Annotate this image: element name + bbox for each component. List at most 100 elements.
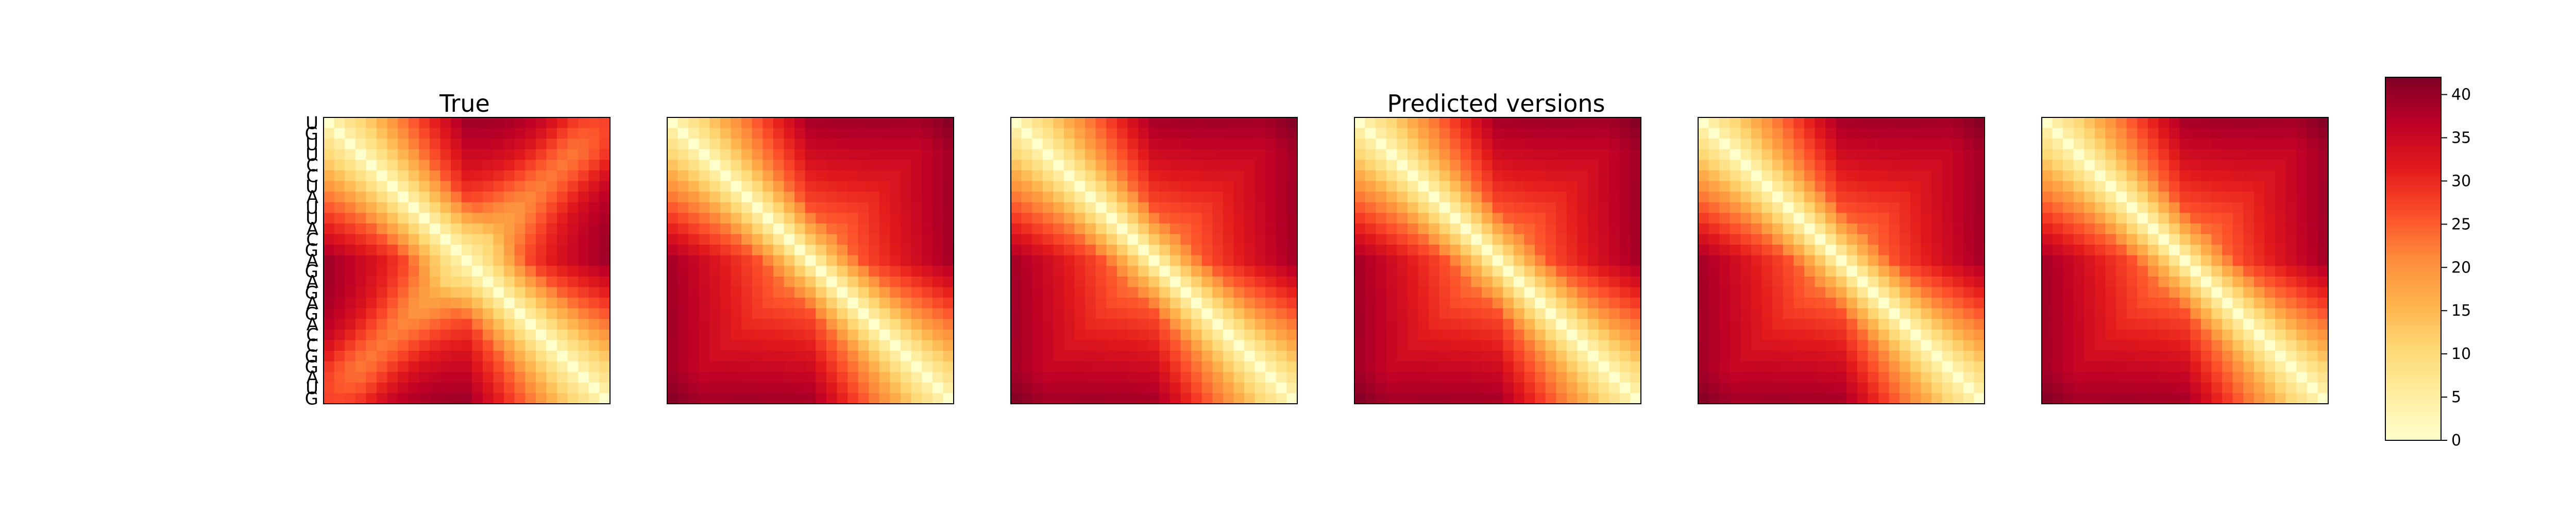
heatmap-cell <box>1085 255 1096 266</box>
heatmap-cell <box>922 298 933 309</box>
heatmap-cell <box>451 245 462 256</box>
colorbar-segment <box>2385 100 2441 104</box>
heatmap-cell <box>1450 361 1461 372</box>
heatmap-cell <box>1846 117 1858 129</box>
heatmap-cell <box>1148 192 1160 203</box>
heatmap-cell <box>1740 192 1752 203</box>
heatmap-cell <box>890 393 901 404</box>
panel-title-true: True <box>439 90 490 117</box>
heatmap-cell <box>1772 160 1784 171</box>
heatmap-cell <box>599 308 611 319</box>
heatmap-cell <box>1063 372 1075 383</box>
sequence-label: A <box>307 219 318 239</box>
heatmap-cell <box>1751 202 1762 213</box>
heatmap-cell <box>1471 266 1482 277</box>
heatmap-cell <box>752 276 763 288</box>
heatmap-cell <box>419 340 430 351</box>
heatmap-cell <box>1730 382 1741 393</box>
heatmap-cell <box>1011 170 1022 182</box>
heatmap-cell <box>932 245 943 256</box>
heatmap-cell <box>816 139 827 150</box>
heatmap-cell <box>1386 192 1397 203</box>
heatmap-cell <box>784 351 795 362</box>
heatmap-cell <box>1878 245 1890 256</box>
heatmap-cell <box>1191 393 1202 404</box>
heatmap-cell <box>1471 223 1482 235</box>
sequence-label: U <box>306 177 318 197</box>
heatmap-cell <box>2275 372 2286 383</box>
heatmap-cell <box>1212 149 1224 160</box>
heatmap-cell <box>376 266 388 277</box>
heatmap-cell <box>2126 181 2138 192</box>
heatmap-cell <box>1085 308 1096 319</box>
heatmap-cell <box>1630 361 1641 372</box>
heatmap-cell <box>1042 361 1054 372</box>
heatmap-cell <box>848 170 859 182</box>
heatmap-cell <box>1751 361 1762 372</box>
heatmap-cell <box>1233 319 1245 330</box>
heatmap-cell <box>1545 308 1556 319</box>
heatmap-cell <box>1900 393 1911 404</box>
heatmap-cell <box>1503 319 1514 330</box>
heatmap-cell <box>1793 340 1805 351</box>
heatmap-cell <box>1223 382 1234 393</box>
heatmap-cell <box>1953 202 1964 213</box>
heatmap-cell <box>1793 117 1805 129</box>
heatmap-cell <box>2243 255 2255 266</box>
heatmap-cell <box>1942 149 1953 160</box>
heatmap-cell <box>2243 234 2255 245</box>
heatmap-cell <box>334 351 345 362</box>
heatmap-cell <box>1244 128 1256 139</box>
heatmap-cell <box>869 170 880 182</box>
heatmap-cell <box>493 149 504 160</box>
heatmap-cell <box>398 393 409 404</box>
heatmap-cell <box>1730 340 1741 351</box>
heatmap-cell <box>408 382 419 393</box>
heatmap-cell <box>1719 329 1731 341</box>
heatmap-cell <box>324 139 335 150</box>
heatmap-cell <box>837 149 848 160</box>
heatmap-cell <box>805 245 816 256</box>
heatmap-cell <box>699 160 710 171</box>
heatmap-cell <box>667 170 679 182</box>
heatmap-cell <box>2084 329 2095 341</box>
heatmap-cell <box>932 329 943 341</box>
heatmap-cell <box>1244 329 1256 341</box>
heatmap-cell <box>2084 382 2095 393</box>
heatmap-cell <box>2243 276 2255 288</box>
heatmap-cell <box>1513 181 1525 192</box>
heatmap-cell <box>1201 223 1213 235</box>
heatmap-cell <box>2179 351 2191 362</box>
heatmap-cell <box>869 255 880 266</box>
heatmap-cell <box>1815 351 1826 362</box>
heatmap-cell <box>741 213 753 224</box>
heatmap-cell <box>2084 245 2095 256</box>
heatmap-cell <box>440 298 451 309</box>
colorbar-segment <box>2385 144 2441 148</box>
heatmap-cell <box>1772 255 1784 266</box>
heatmap-cell <box>1032 298 1043 309</box>
heatmap-cell <box>1588 266 1599 277</box>
heatmap-cell <box>879 351 891 362</box>
heatmap-cell <box>2275 329 2286 341</box>
heatmap-cell <box>557 245 568 256</box>
heatmap-cell <box>1772 170 1784 182</box>
heatmap-cell <box>1053 351 1064 362</box>
heatmap-cell <box>1793 139 1805 150</box>
heatmap-cell <box>557 276 568 288</box>
heatmap-cell <box>1429 319 1440 330</box>
heatmap-cell <box>1223 298 1234 309</box>
colorbar-segment <box>2385 147 2441 150</box>
heatmap-cell <box>461 340 472 351</box>
heatmap-cell <box>2084 234 2095 245</box>
heatmap-cell <box>1138 382 1149 393</box>
heatmap-cell <box>2296 361 2308 372</box>
heatmap-cell <box>1698 223 1709 235</box>
heatmap-cell <box>1276 170 1287 182</box>
heatmap-cell <box>1286 234 1298 245</box>
heatmap-cell <box>911 276 922 288</box>
heatmap-cell <box>546 287 557 298</box>
heatmap-cell <box>1021 181 1032 192</box>
heatmap-cell <box>1566 255 1578 266</box>
heatmap-cell <box>805 223 816 235</box>
